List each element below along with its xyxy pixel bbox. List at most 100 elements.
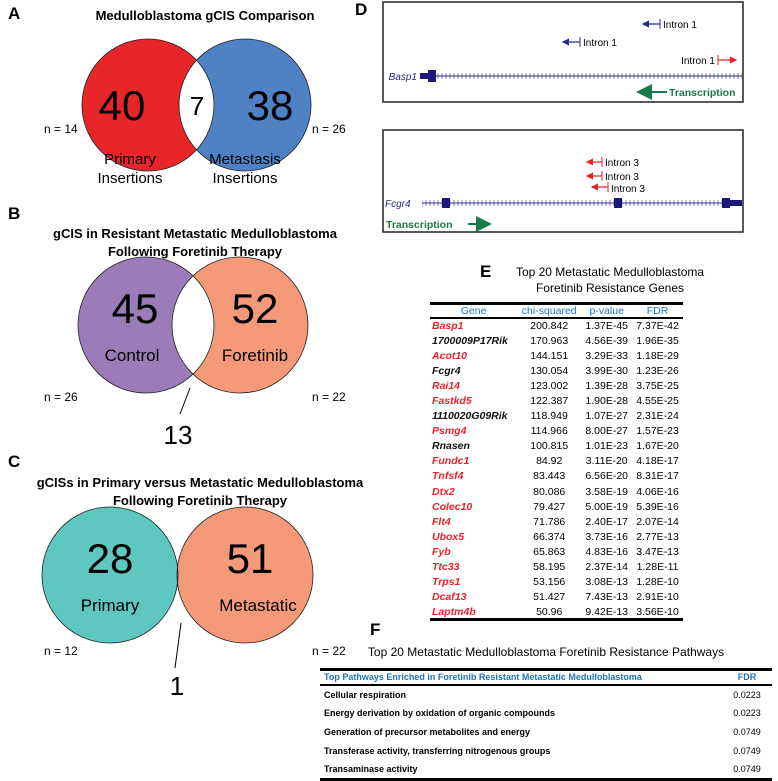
count-metastatic: 51 (227, 535, 274, 582)
fdr-cell: 0.0749 (733, 727, 761, 737)
fdr-cell: 5.39E-16 (636, 500, 679, 513)
col-header-fdr: FDR (722, 669, 772, 686)
insertion-label: Intron 3 (605, 172, 639, 183)
p-value-cell: 4.56E-39 (585, 334, 629, 347)
p-value-cell: 1.01E-23 (585, 440, 629, 453)
label-foretinib: Foretinib (222, 346, 288, 365)
fdr-cell: 7.37E-42 (636, 320, 679, 333)
fdr-cell: 8.31E-17 (636, 470, 679, 483)
table-row: Basp1 200.842 1.37E-45 7.37E-42 (430, 318, 683, 333)
n-foretinib: n = 22 (312, 390, 346, 404)
gene-cell: Psmg4 (432, 425, 467, 438)
fdr-cell: 4.06E-16 (636, 485, 679, 498)
insertion-label: Intron 3 (611, 184, 645, 195)
p-value-cell: 1.90E-28 (585, 395, 629, 408)
table-row: Ttc33 58.195 2.37E-14 1.28E-11 (430, 560, 683, 575)
n-metastasis: n = 26 (312, 122, 346, 136)
p-value-cell: 9.42E-13 (585, 605, 629, 618)
col-header-fdr: FDR (632, 303, 683, 319)
fdr-cell: 1.28E-11 (636, 561, 679, 574)
chi-squared-cell: 170.963 (530, 334, 569, 347)
fdr-cell: 3.47E-13 (636, 545, 679, 558)
p-value-cell: 3.99E-30 (585, 364, 629, 377)
count-foretinib: 52 (232, 285, 279, 332)
panel-f-label: F (370, 620, 381, 639)
venn-circle-primary (42, 507, 178, 643)
chi-squared-cell: 66.374 (533, 530, 566, 543)
chi-squared-cell: 123.002 (530, 379, 569, 392)
n-primary-c: n = 12 (44, 644, 78, 658)
insertion-label: Intron 1 (583, 38, 617, 49)
p-value-cell: 1.37E-45 (585, 320, 629, 333)
chi-squared-cell: 53.156 (533, 576, 566, 589)
table-row: Transaminase activity 0.0749 (320, 761, 772, 780)
gene-cell: Fastkd5 (432, 395, 472, 408)
gene-cell: Rai14 (432, 379, 461, 392)
label-metastasis-2: Insertions (212, 170, 278, 187)
pathway-cell: Generation of precursor metabolites and … (324, 727, 531, 737)
panel-a-title: Medulloblastoma gCIS Comparison (95, 8, 315, 23)
table-row: 1110020G09Rik 118.949 1.07E-27 2.31E-24 (430, 409, 683, 424)
gene-cell: Trps1 (432, 576, 461, 589)
fdr-cell: 2.77E-13 (636, 530, 679, 543)
fdr-cell: 2.31E-24 (636, 410, 679, 423)
venn-circle-metastatic (177, 507, 313, 643)
table-row: Energy derivation by oxidation of organi… (320, 704, 772, 723)
pathway-cell: Energy derivation by oxidation of organi… (324, 708, 556, 718)
count-control: 45 (112, 285, 159, 332)
panel-e-title-2: Foretinib Resistance Genes (535, 281, 685, 295)
gene-cell: Fyb (432, 545, 451, 558)
p-value-cell: 1.39E-28 (585, 379, 629, 392)
gene-cell: Tnfsf4 (432, 470, 464, 483)
fdr-cell: 0.0749 (733, 764, 761, 775)
n-metastatic: n = 22 (312, 644, 346, 658)
panel-a-label: A (8, 4, 21, 23)
count-primary: 28 (87, 535, 134, 582)
table-row: Flt4 71.786 2.40E-17 2.07E-14 (430, 514, 683, 529)
gene-name-basp1: Basp1 (389, 72, 417, 83)
panel-e-label: E (480, 262, 492, 281)
gene-cell: Basp1 (432, 320, 464, 333)
venn-a: 40 7 38 (81, 38, 312, 172)
table-row: Colec10 79.427 5.00E-19 5.39E-16 (430, 499, 683, 514)
chi-squared-cell: 58.195 (533, 561, 566, 574)
fdr-cell: 3.56E-10 (636, 605, 679, 618)
fdr-cell: 0.0749 (733, 746, 761, 756)
pathway-cell: Transaminase activity (324, 764, 418, 775)
table-row: Transferase activity, transferring nitro… (320, 742, 772, 761)
insertion-label: Intron 1 (663, 20, 697, 31)
venn-c: 28 Primary 51 Metastatic 1 (41, 506, 314, 701)
panel-b-label: B (8, 204, 21, 223)
p-value-cell: 2.37E-14 (585, 561, 629, 574)
panel-b-title-1: gCIS in Resistant Metastatic Medulloblas… (53, 226, 337, 241)
transcription-label: Transcription (669, 87, 736, 99)
table-row: Psmg4 114.966 8.00E-27 1.57E-23 (430, 424, 683, 439)
gene-cell: Acot10 (432, 349, 468, 362)
p-value-cell: 4.83E-16 (585, 545, 629, 558)
panel-e-title-1: Top 20 Metastatic Medulloblastoma (515, 265, 705, 279)
gene-cell: Ubox5 (432, 530, 465, 543)
gene-cell: Ttc33 (432, 561, 460, 574)
label-metastatic: Metastatic (219, 596, 297, 615)
table-row: 1700009P17Rik 170.963 4.56E-39 1.96E-35 (430, 333, 683, 348)
panel-b-title-2: Following Foretinib Therapy (107, 244, 283, 259)
count-overlap: 7 (190, 91, 204, 121)
n-primary: n = 14 (44, 122, 78, 136)
gene-cell: Rnasen (432, 440, 470, 453)
fdr-cell: 1.28E-10 (636, 576, 679, 589)
fdr-cell: 4.18E-17 (636, 455, 679, 468)
panel-c-label: C (8, 452, 21, 471)
table-row: Dcaf13 51.427 7.43E-13 2.91E-10 (430, 590, 683, 605)
panel-c-title-2: Following Foretinib Therapy (112, 493, 288, 508)
chi-squared-cell: 51.427 (533, 591, 566, 604)
gene-cell: Dtx2 (432, 485, 455, 498)
p-value-cell: 6.56E-20 (585, 470, 629, 483)
p-value-cell: 2.40E-17 (585, 515, 629, 528)
fdr-cell: 3.75E-25 (636, 379, 679, 392)
table-row: Fcgr4 130.054 3.99E-30 1.23E-26 (430, 363, 683, 378)
chi-squared-cell: 80.086 (533, 485, 566, 498)
table-row: Rai14 123.002 1.39E-28 3.75E-25 (430, 378, 683, 393)
chi-squared-cell: 114.966 (530, 425, 568, 438)
venn-circle-control (78, 257, 214, 393)
n-control: n = 26 (44, 390, 78, 404)
